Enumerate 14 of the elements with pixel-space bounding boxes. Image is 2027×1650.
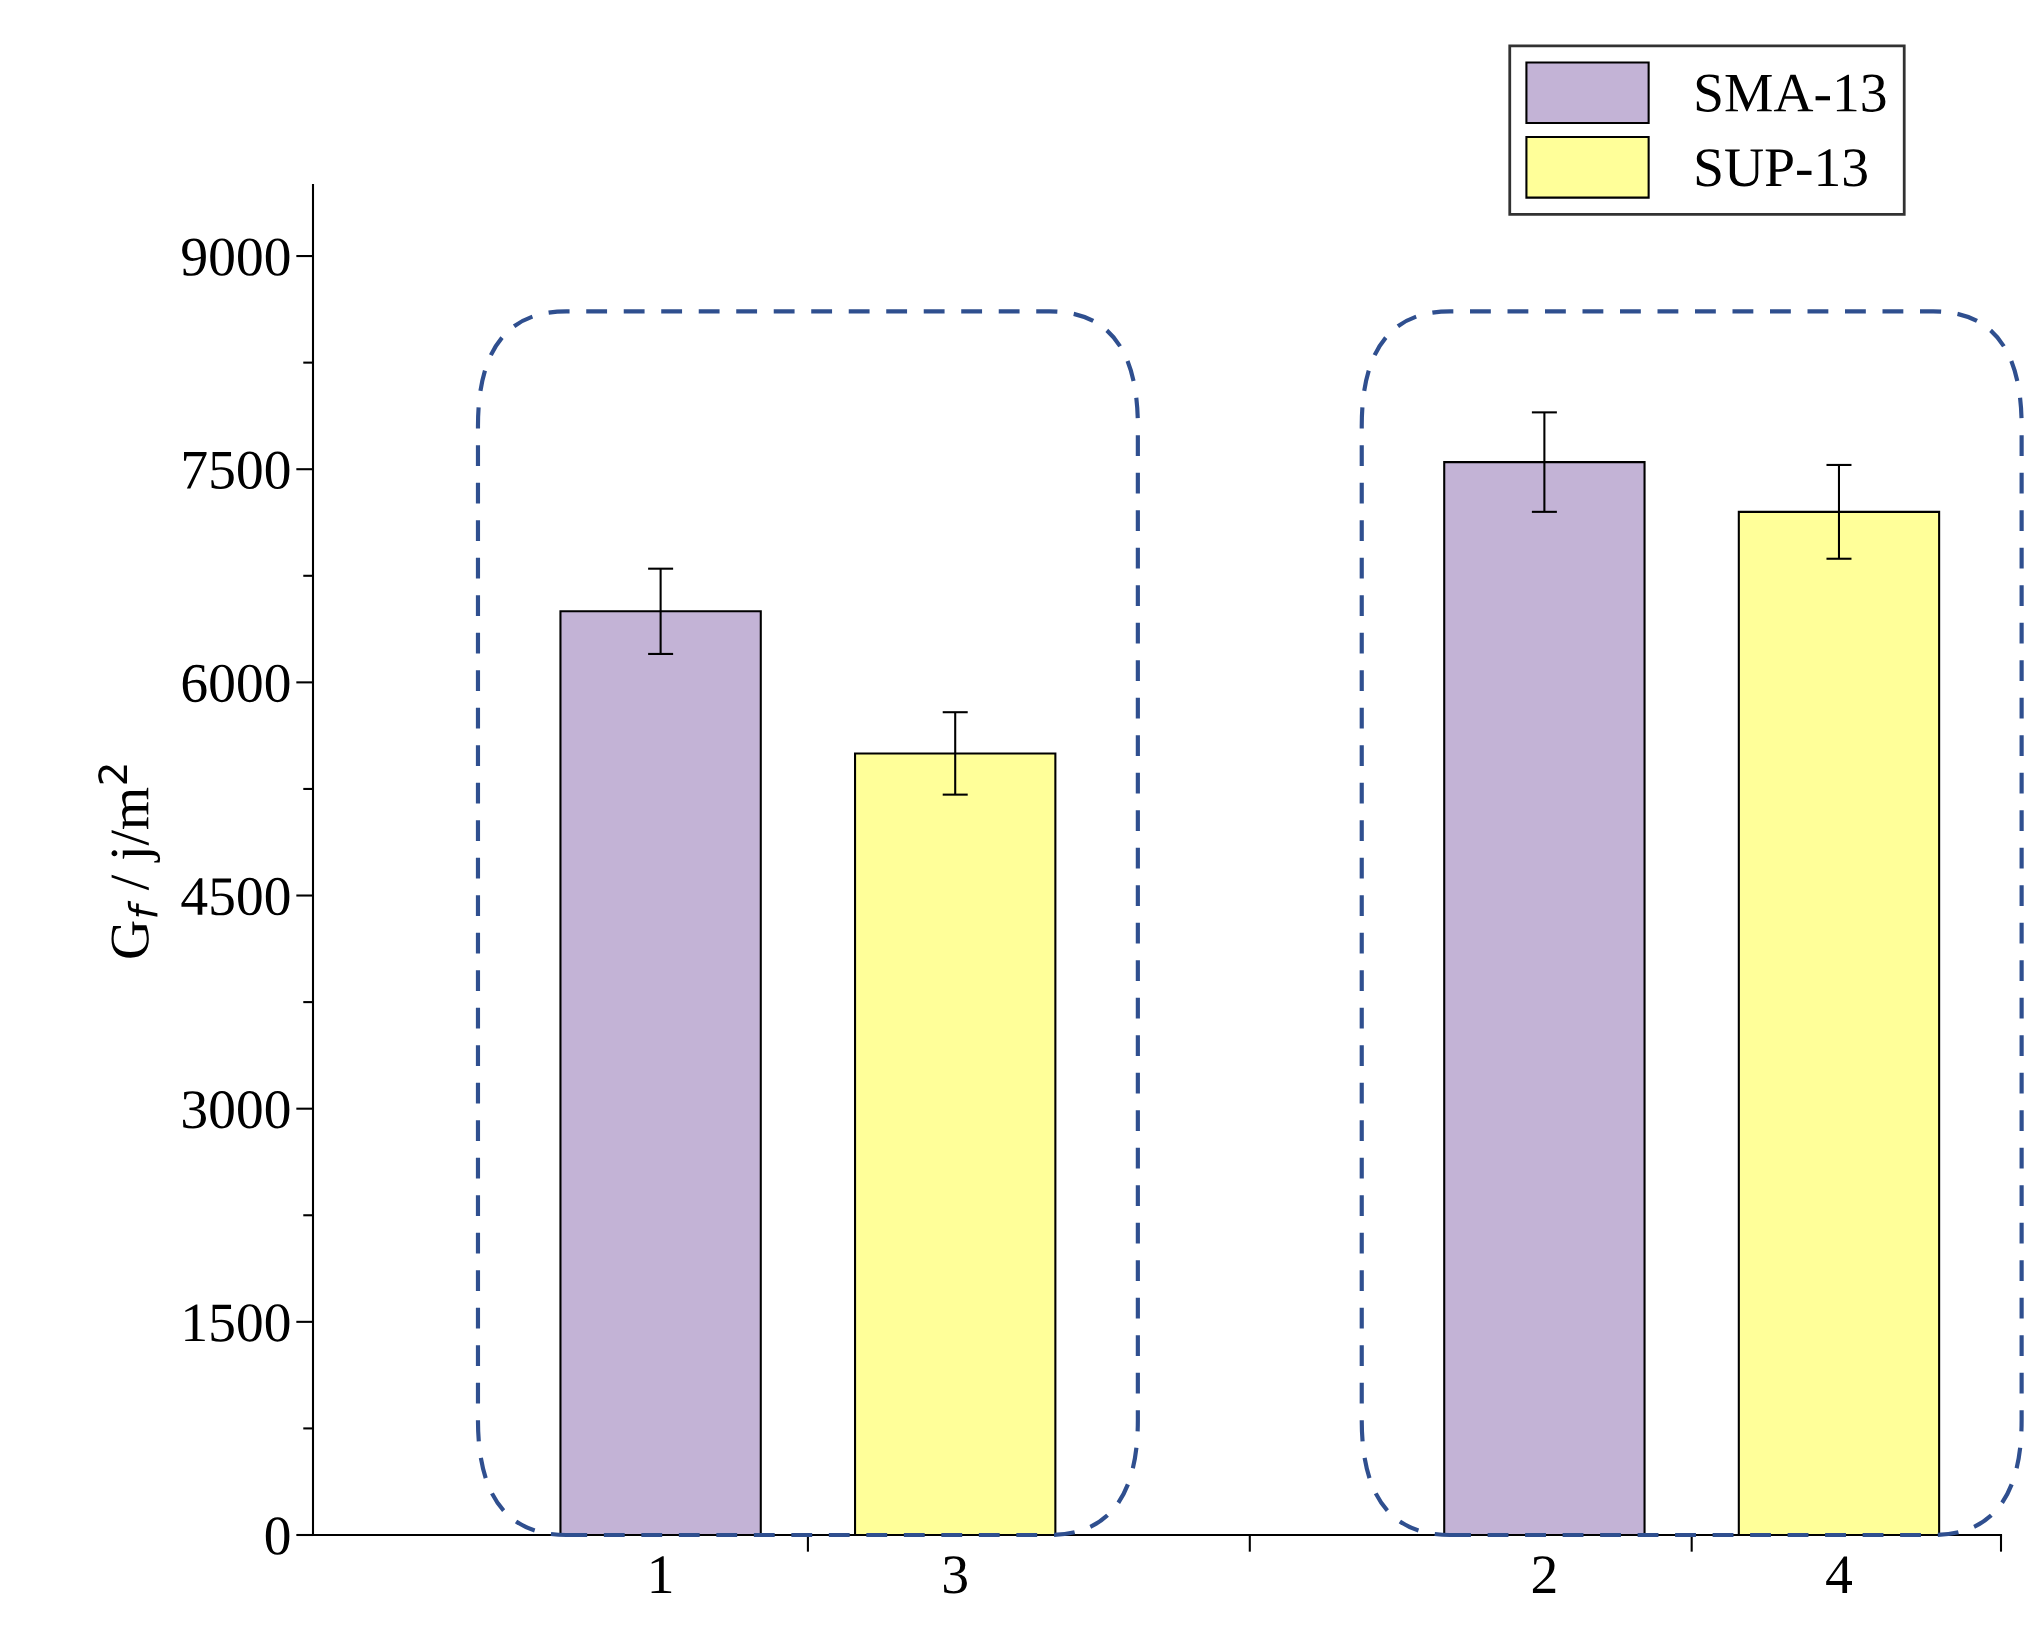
y-tick-label: 7500 [184,451,290,490]
legend-label: SMA-13 [1696,74,1886,112]
y-tick-label: 3000 [183,1091,290,1129]
y-axis-title: G$_{f}$ / j/m$^{2}$ [98,765,161,958]
x-tick-label: 3 [943,1556,967,1594]
x-tick-label: 1 [651,1556,672,1593]
y-tick-label: 9000 [182,238,290,276]
y-tick-label: 1500 [185,1304,290,1342]
y-tick-label: 0 [265,1517,290,1555]
y-tick-label: 4500 [181,877,290,916]
y-tick-label: 6000 [182,664,290,703]
x-tick-label: 2 [1532,1556,1556,1593]
x-tick-label: 4 [1826,1556,1852,1593]
legend-label: SUP-13 [1696,149,1867,187]
